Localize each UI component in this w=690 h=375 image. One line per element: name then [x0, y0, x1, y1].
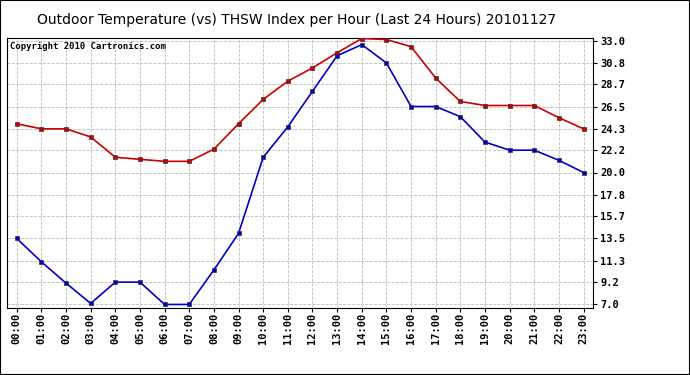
- Text: Outdoor Temperature (vs) THSW Index per Hour (Last 24 Hours) 20101127: Outdoor Temperature (vs) THSW Index per …: [37, 13, 556, 27]
- Text: Copyright 2010 Cartronics.com: Copyright 2010 Cartronics.com: [10, 42, 166, 51]
